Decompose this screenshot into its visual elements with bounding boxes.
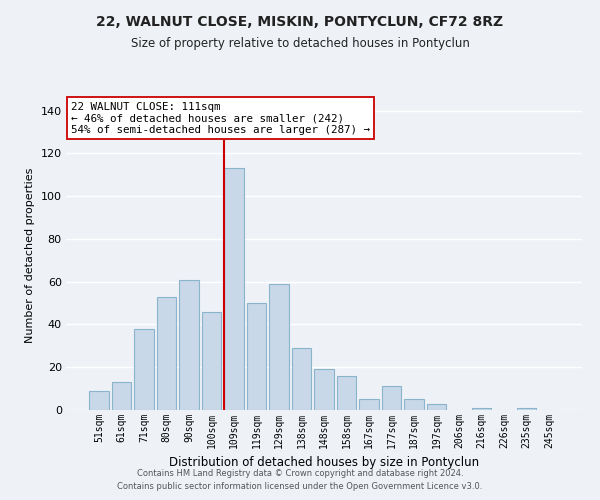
Bar xyxy=(382,386,401,410)
Bar xyxy=(314,370,334,410)
Bar xyxy=(359,400,379,410)
Bar xyxy=(472,408,491,410)
Bar xyxy=(89,391,109,410)
Bar xyxy=(179,280,199,410)
Bar xyxy=(157,296,176,410)
Bar xyxy=(247,303,266,410)
Y-axis label: Number of detached properties: Number of detached properties xyxy=(25,168,35,342)
Bar xyxy=(112,382,131,410)
Text: Contains public sector information licensed under the Open Government Licence v3: Contains public sector information licen… xyxy=(118,482,482,491)
Text: 22 WALNUT CLOSE: 111sqm
← 46% of detached houses are smaller (242)
54% of semi-d: 22 WALNUT CLOSE: 111sqm ← 46% of detache… xyxy=(71,102,370,134)
Text: 22, WALNUT CLOSE, MISKIN, PONTYCLUN, CF72 8RZ: 22, WALNUT CLOSE, MISKIN, PONTYCLUN, CF7… xyxy=(97,15,503,29)
Bar xyxy=(337,376,356,410)
Bar xyxy=(202,312,221,410)
Bar xyxy=(427,404,446,410)
Text: Contains HM Land Registry data © Crown copyright and database right 2024.: Contains HM Land Registry data © Crown c… xyxy=(137,468,463,477)
Bar xyxy=(134,329,154,410)
Text: Size of property relative to detached houses in Pontyclun: Size of property relative to detached ho… xyxy=(131,38,469,51)
Bar xyxy=(517,408,536,410)
Bar xyxy=(269,284,289,410)
Bar xyxy=(404,400,424,410)
X-axis label: Distribution of detached houses by size in Pontyclun: Distribution of detached houses by size … xyxy=(169,456,479,469)
Bar xyxy=(292,348,311,410)
Bar xyxy=(224,168,244,410)
